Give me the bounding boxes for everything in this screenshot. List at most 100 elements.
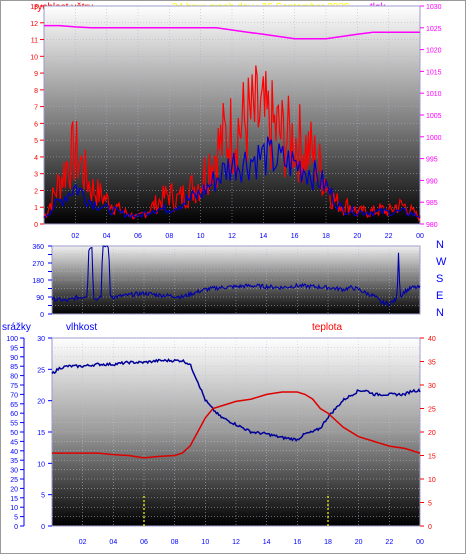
left-tick-label: 0 (34, 222, 38, 229)
rain-tick-label: 45 (10, 439, 18, 446)
humidity-temperature-series (51, 358, 421, 526)
rain-tick-label: 85 (10, 364, 18, 371)
right-tick-label: 1030 (426, 4, 442, 11)
direction-letter: E (436, 290, 443, 302)
dir-tick-label: 180 (32, 278, 44, 285)
right-tick-label: 1005 (426, 113, 442, 120)
temperature-line (52, 391, 421, 459)
left-tick-label: 6 (34, 121, 38, 128)
x-tick-label: 08 (171, 539, 179, 546)
rain-tick-label: 70 (10, 392, 18, 399)
right-tick-label: 1000 (426, 135, 442, 142)
temperature-label: teplota (312, 322, 342, 333)
x-tick-label: 16 (291, 233, 299, 240)
rain-tick-label: 20 (10, 486, 18, 493)
dir-tick-label: 0 (40, 312, 44, 319)
direction-letter: S (436, 273, 443, 285)
x-tick-label: 18 (324, 539, 332, 546)
wind-direction-grid (52, 245, 421, 315)
x-tick-label: 18 (322, 233, 330, 240)
temperature-tick-label: 35 (428, 360, 436, 367)
left-tick-label: 1 (34, 205, 38, 212)
temperature-tick-label: 40 (428, 336, 436, 343)
left-tick-label: 9 (34, 71, 38, 78)
left-tick-label: 10 (30, 54, 38, 61)
rain-tick-label: 65 (10, 402, 18, 409)
dir-tick-label: 90 (36, 295, 44, 302)
direction-letter: W (436, 256, 447, 268)
rain-tick-label: 95 (10, 345, 18, 352)
rain-tick-label: 60 (10, 411, 18, 418)
rain-tick-label: 10 (10, 505, 18, 512)
rain-tick-label: 25 (10, 477, 18, 484)
rain-tick-label: 35 (10, 458, 18, 465)
rain-tick-label: 75 (10, 383, 18, 390)
x-tick-label: 14 (259, 233, 267, 240)
humidity-tick-label: 15 (37, 430, 45, 437)
x-tick-label: 00 (416, 539, 424, 546)
rain-tick-label: 5 (14, 515, 18, 522)
rain-tick-label: 90 (10, 355, 18, 362)
rain-tick-label: 100 (6, 336, 18, 343)
wind-pressure-axes: 0123456789101112139809859909951000100510… (30, 4, 441, 240)
wind-average-line (43, 136, 421, 219)
temperature-tick-label: 10 (428, 477, 436, 484)
right-tick-label: 1020 (426, 48, 442, 55)
left-tick-label: 11 (31, 38, 38, 45)
x-tick-label: 16 (293, 539, 301, 546)
humidity-label: vlhkost (66, 322, 97, 333)
x-tick-label: 04 (103, 233, 111, 240)
x-tick-label: 00 (416, 233, 424, 240)
rain-tick-label: 50 (10, 430, 18, 437)
x-tick-label: 22 (385, 233, 393, 240)
x-tick-label: 02 (79, 539, 87, 546)
right-tick-label: 1015 (426, 69, 442, 76)
rain-tick-label: 40 (10, 449, 18, 456)
rain-tick-label: 0 (14, 524, 18, 531)
right-tick-label: 985 (426, 200, 438, 207)
x-tick-label: 20 (353, 233, 361, 240)
temperature-tick-label: 0 (428, 524, 432, 531)
humidity-line (51, 358, 421, 442)
x-tick-label: 12 (232, 539, 240, 546)
left-tick-label: 5 (34, 138, 38, 145)
x-tick-label: 06 (134, 233, 142, 240)
right-tick-label: 995 (426, 157, 438, 164)
direction-letter: N (436, 307, 444, 319)
dir-tick-label: 360 (32, 244, 44, 251)
temperature-tick-label: 15 (428, 454, 436, 461)
rain-tick-label: 30 (10, 468, 18, 475)
humidity-temperature-axes: 0510152025303540455055606570758085909510… (6, 336, 436, 546)
humidity-tick-label: 0 (41, 524, 45, 531)
right-tick-label: 1025 (426, 26, 442, 33)
direction-letter: N (436, 239, 444, 251)
humidity-temperature-grid (52, 337, 421, 527)
wind-pressure-grid (44, 5, 421, 225)
left-tick-label: 8 (34, 88, 38, 95)
x-tick-label: 04 (109, 539, 117, 546)
x-tick-label: 10 (201, 539, 209, 546)
x-tick-label: 02 (71, 233, 79, 240)
left-tick-label: 3 (34, 172, 38, 179)
pressure-line (44, 24, 420, 40)
right-tick-label: 990 (426, 178, 438, 185)
wind-direction-series (51, 245, 421, 307)
x-tick-label: 06 (140, 539, 148, 546)
dir-tick-label: 270 (32, 261, 44, 268)
wind-pressure-series (43, 24, 421, 222)
left-tick-label: 4 (34, 155, 38, 162)
x-tick-label: 12 (228, 233, 236, 240)
humidity-tick-label: 5 (41, 493, 45, 500)
rain-tick-label: 80 (10, 374, 18, 381)
x-tick-label: 14 (263, 539, 271, 546)
humidity-tick-label: 30 (37, 336, 45, 343)
rain-label: srážky (2, 322, 31, 333)
x-tick-label: 22 (385, 539, 393, 546)
right-tick-label: 980 (426, 222, 438, 229)
right-tick-label: 1010 (426, 91, 442, 98)
humidity-tick-label: 10 (37, 461, 45, 468)
temperature-tick-label: 5 (428, 501, 432, 508)
left-tick-label: 7 (34, 105, 38, 112)
x-tick-label: 20 (355, 539, 363, 546)
